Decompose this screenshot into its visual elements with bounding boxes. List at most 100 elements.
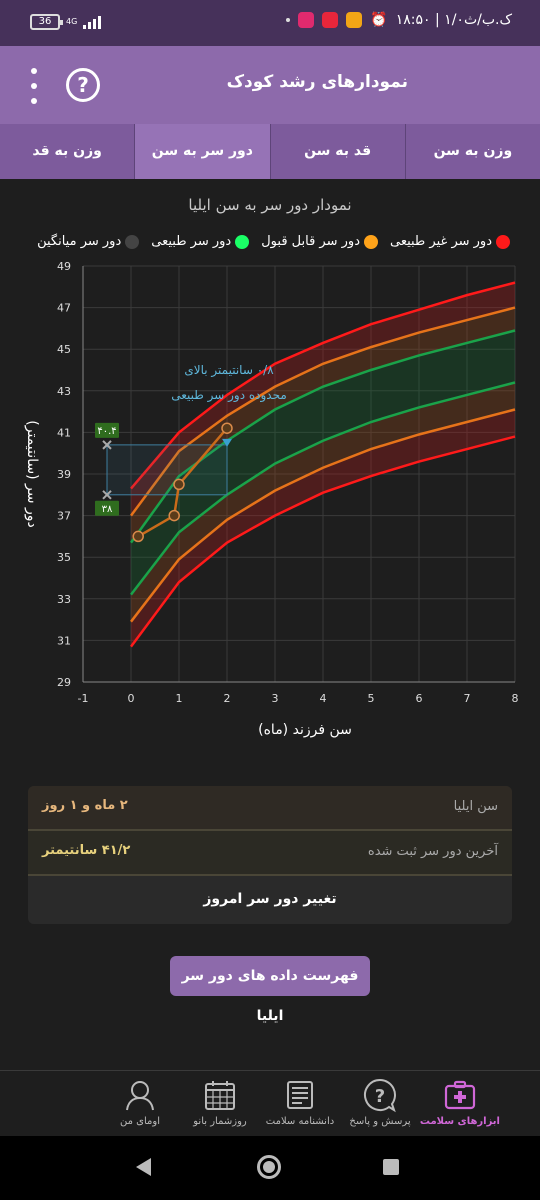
marker-upper-badge [95,422,119,438]
y-tick-label: 45 [57,343,71,356]
band-normal [131,330,515,595]
tab-weight-for-age[interactable]: وزن به سن [404,124,540,179]
health-kit-icon [444,1080,476,1110]
x-tick-label: 2 [224,692,231,705]
measurement-point[interactable] [168,509,180,522]
x-tick-label: 4 [320,692,327,705]
legend-swatch-icon [235,234,250,249]
status-time: ۱۸:۵۰ | ۱/۰ک.ب/ث [395,12,512,28]
legend-item-acceptable[interactable]: دور سر قابل قبول [261,234,378,249]
question-bubble-icon: ? [364,1078,396,1113]
band-acceptable-high [131,307,515,543]
measurement-line [137,427,228,538]
chart-tabs: وزن به سن قد به سن دور سر به سن وزن به ق… [0,124,540,179]
measurement-point[interactable] [173,478,185,491]
x-tick-label: 1 [176,692,183,705]
app-bar: ? نمودارهای رشد کودک [0,46,540,124]
tab-head-for-age[interactable]: دور سر به سن [134,124,270,179]
app-notification-icon [298,12,315,28]
svg-text:?: ? [375,1086,385,1107]
x-tick-label: 3 [272,692,279,705]
legend-label: دور سر طبیعی [151,234,232,249]
tab-weight-for-height[interactable]: وزن به قد [0,124,135,179]
chart-legend: دور سر غیر طبیعی دور سر قابل قبول دور سر… [37,234,510,249]
legend-label: دور سر میانگین [37,234,122,249]
growth-chart[interactable]: -1 0 1 2 3 4 5 6 7 82931333537394143454749۴۰.۴۳۸۰… [0,256,540,756]
data-list-button[interactable]: فهرست داده های دور سر ایلیا [170,956,370,1024]
calendar-icon [205,1081,235,1110]
nav-label: ابزارهای سلامت [419,1116,500,1127]
home-icon[interactable] [257,1155,281,1179]
legend-item-abnormal[interactable]: دور سر غیر طبیعی [390,234,510,249]
y-tick-label: 41 [57,426,71,439]
marker-upper-x-icon [102,440,112,450]
annotation-line-2: محدوده دور سر طبیعی [171,388,287,403]
y-tick-label: 29 [57,676,71,689]
nav-item-qa[interactable]: ? پرسش و پاسخ [340,1071,420,1137]
legend-item-average[interactable]: دور سر میانگین [37,234,140,249]
legend-swatch-icon [363,234,378,249]
x-tick-label: 6 [416,692,423,705]
page-title: نمودارهای رشد کودک [226,72,408,92]
nav-item-calendar[interactable]: روزشمار بانو [180,1071,260,1137]
system-nav-bar [0,1136,540,1200]
signal-icon [83,15,102,29]
nav-label: پرسش و پاسخ [349,1116,411,1127]
nav-item-profile[interactable]: اومای من [100,1071,180,1137]
last-measure-value: ۴۱/۲ سانتیمتر [42,843,131,858]
legend-swatch-icon [496,234,510,249]
bottom-nav: ابزارهای سلامت ? پرسش و پاسخ دانشنامه سل… [0,1070,540,1136]
last-measure-label: آخرین دور سر ثبت شده [367,844,498,859]
back-icon[interactable] [136,1158,151,1176]
nav-label: روزشمار بانو [193,1116,247,1127]
measurement-point[interactable] [132,530,144,543]
info-card: سن ایلیا ۲ ماه و ۱ روز آخرین دور سر ثبت … [28,786,512,924]
x-tick-label: 5 [368,692,375,705]
y-tick-label: 35 [57,551,71,564]
y-tick-label: 43 [57,385,71,398]
age-label: سن ایلیا [453,799,498,814]
network-type: 4G [66,17,78,26]
series-line-green-low [130,381,516,596]
annotation-line-1: ۰/۸ سانتیمتر بالای [184,363,274,378]
recent-apps-icon[interactable] [383,1159,399,1175]
y-tick-label: 49 [57,260,71,273]
x-tick-label: 7 [464,692,471,705]
series-line-red-low [129,435,516,648]
x-tick-label: 8 [512,692,519,705]
marker-lower-x-icon [102,490,112,500]
marker-lower-badge [95,500,119,516]
legend-item-normal[interactable]: دور سر طبیعی [151,234,250,249]
profile-icon [126,1081,154,1111]
x-axis-title: سن فرزند (ماه) [258,722,352,738]
status-bar: 36 4G ⏰ ۱۸:۵۰ | ۱/۰ک.ب/ث [0,0,540,46]
marker-upper-label: ۴۰.۴ [97,426,116,437]
marker-lower-label: ۳۸ [102,504,113,515]
series-line-orange-high [129,306,516,517]
nav-label: دانشنامه سلامت [265,1116,335,1127]
y-tick-label: 33 [57,593,71,606]
overflow-menu-icon[interactable] [24,68,44,104]
tab-height-for-age[interactable]: قد به سن [269,124,405,179]
nav-item-encyclopedia[interactable]: دانشنامه سلامت [260,1071,340,1137]
help-button[interactable]: ? [66,68,100,102]
last-measure-row: آخرین دور سر ثبت شده ۴۱/۲ سانتیمتر [28,831,512,876]
age-row: سن ایلیا ۲ ماه و ۱ روز [28,786,512,831]
notification-dot-icon [286,18,291,22]
age-value: ۲ ماه و ۱ روز [42,798,128,813]
legend-label: دور سر قابل قبول [261,234,360,249]
change-head-button[interactable]: تغییر دور سر امروز [203,891,337,907]
legend-swatch-icon [125,234,140,249]
y-tick-label: 47 [57,302,71,315]
encyclopedia-icon [287,1081,313,1109]
measurement-guide-box [106,444,228,496]
band-acceptable-low [131,382,515,622]
x-tick-label: -1 [78,692,89,705]
measurement-point[interactable] [221,422,233,434]
app-notification-icon-2 [322,12,339,28]
alarm-icon: ⏰ [370,12,388,28]
band-abnormal-low [131,409,515,647]
band-abnormal-high [131,282,515,516]
chart-title: نمودار دور سر به سن ایلیا [188,196,352,214]
nav-item-health-tools[interactable]: ابزارهای سلامت [420,1071,500,1137]
